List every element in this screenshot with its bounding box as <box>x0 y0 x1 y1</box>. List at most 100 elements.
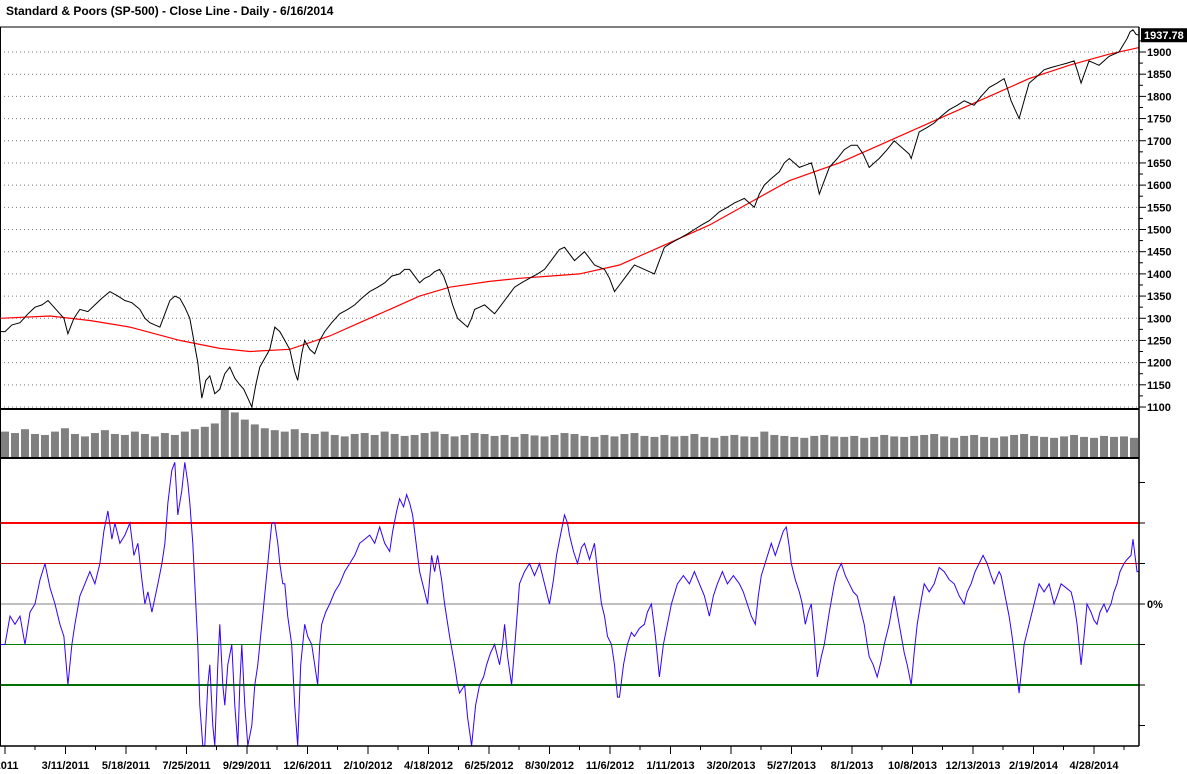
close-price-line <box>0 29 1140 409</box>
volume-bar <box>800 437 809 458</box>
volume-bar <box>390 434 399 458</box>
volume-bar <box>780 435 789 458</box>
volume-bar <box>490 435 499 458</box>
last-value-box <box>1141 28 1187 43</box>
volume-bar <box>730 434 739 458</box>
volume-bar <box>1020 434 1029 458</box>
volume-bar <box>700 436 709 458</box>
volume-bar <box>950 437 959 458</box>
volume-bar <box>660 434 669 458</box>
volume-bar <box>1040 436 1049 458</box>
x-tick-label: 2/10/2012 <box>344 760 393 772</box>
volume-bar <box>370 434 379 458</box>
volume-bar <box>70 434 79 458</box>
volume-bar <box>310 434 319 458</box>
volume-bar <box>820 434 829 458</box>
x-tick-label: 4/28/2014 <box>1070 760 1120 772</box>
volume-bar <box>80 436 89 458</box>
volume-bar <box>120 434 129 458</box>
volume-bar <box>180 431 189 458</box>
y-tick-label: 1400 <box>1147 269 1171 281</box>
volume-bar <box>580 435 589 458</box>
y-tick-label: 1250 <box>1147 335 1171 347</box>
volume-bar <box>1080 436 1089 458</box>
volume-bar <box>480 434 489 458</box>
volume-bar <box>990 437 999 458</box>
x-tick-label: 5/18/2011 <box>102 760 150 772</box>
volume-bar <box>860 437 869 458</box>
volume-bar <box>50 431 59 458</box>
volume-bar <box>240 419 249 458</box>
x-tick-label: 8/1/2013 <box>831 760 874 772</box>
y-tick-label: 1200 <box>1147 358 1171 370</box>
x-axis: /2011 3/11/2011 5/18/2011 7/25/2011 9/29/201… <box>0 746 1125 772</box>
volume-bar <box>620 434 629 458</box>
volume-bar <box>150 436 159 458</box>
x-tick-label: /2011 <box>0 760 18 772</box>
volume-bar <box>170 434 179 458</box>
volume-bar <box>280 431 289 458</box>
volume-bar <box>20 429 29 458</box>
x-tick-label: 10/8/2013 <box>888 760 937 772</box>
volume-bar <box>1100 435 1109 458</box>
volume-bar <box>10 433 19 458</box>
volume-bar <box>1090 437 1099 458</box>
x-tick-label: 5/27/2013 <box>767 760 816 772</box>
volume-bar <box>940 436 949 458</box>
volume-bar <box>760 431 769 458</box>
volume-bar <box>1010 434 1019 458</box>
volume-bar <box>1030 435 1039 458</box>
volume-bar <box>840 436 849 458</box>
y-tick-label: 1600 <box>1147 180 1171 192</box>
y-tick-label: 1150 <box>1147 380 1171 392</box>
volume-bar <box>450 436 459 458</box>
volume-bar <box>980 436 989 458</box>
x-tick-label: 3/11/2011 <box>42 760 90 772</box>
volume-bar <box>770 434 779 458</box>
zero-percent-label: 0% <box>1147 599 1163 611</box>
volume-bar <box>870 436 879 458</box>
volume-bar <box>510 436 519 458</box>
volume-bar <box>960 435 969 458</box>
volume-bar <box>440 434 449 458</box>
volume-bar <box>970 434 979 458</box>
y-tick-label: 1100 <box>1147 402 1171 414</box>
last-value-label: 1937.78 <box>1144 30 1184 42</box>
x-tick-label: 6/25/2012 <box>465 760 514 772</box>
volume-bar <box>500 434 509 458</box>
volume-bar <box>290 429 299 458</box>
x-tick-label: 8/30/2012 <box>525 760 574 772</box>
volume-bar <box>640 435 649 458</box>
volume-bar <box>460 434 469 458</box>
volume-bar <box>1 431 9 458</box>
volume-bar <box>30 434 39 458</box>
volume-bar <box>570 434 579 458</box>
volume-bar <box>270 430 279 458</box>
volume-bar <box>690 434 699 458</box>
volume-bar <box>830 436 839 458</box>
x-tick-label: 1/11/2013 <box>646 760 694 772</box>
panel-frames <box>0 26 1140 747</box>
volume-bar <box>550 434 559 458</box>
volume-bar <box>720 435 729 458</box>
y-tick-label: 1900 <box>1147 47 1171 59</box>
volume-bar <box>890 436 899 458</box>
volume-bar <box>190 429 199 458</box>
volume-bar <box>710 437 719 458</box>
volume-bar <box>300 433 309 458</box>
volume-bar <box>380 431 389 458</box>
volume-bar <box>1050 437 1059 458</box>
volume-bar <box>880 434 889 458</box>
volume-bar <box>410 434 419 458</box>
volume-bar <box>220 410 229 458</box>
price-y-axis: 1100 1150 1200 1250 1300 1350 1400 1450 1500 1550… <box>1139 28 1187 414</box>
y-tick-label: 1700 <box>1147 136 1171 148</box>
volume-bar <box>1000 436 1009 458</box>
volume-bar <box>430 431 439 458</box>
volume-bar <box>1120 436 1129 458</box>
volume-bar <box>100 430 109 458</box>
volume-bar <box>650 436 659 458</box>
y-tick-label: 1350 <box>1147 291 1171 303</box>
volume-bar <box>1110 436 1119 458</box>
y-tick-label: 1500 <box>1147 225 1171 237</box>
